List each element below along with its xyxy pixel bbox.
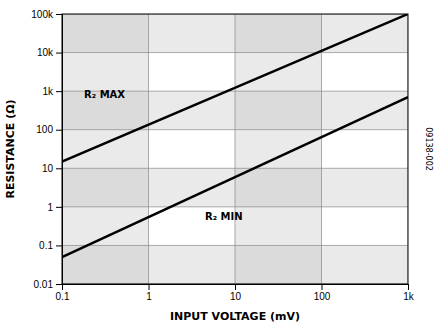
x-tick-mark bbox=[235, 284, 236, 290]
x-grid-line bbox=[235, 14, 236, 284]
x-tick-label: 0.1 bbox=[56, 291, 70, 302]
series-line bbox=[62, 14, 408, 161]
y-tick-label: 1 bbox=[47, 202, 53, 213]
y-tick-label: 100 bbox=[36, 124, 53, 135]
y-tick: 10 bbox=[42, 163, 62, 174]
y-tick: 0.1 bbox=[39, 240, 62, 251]
x-tick: 1k bbox=[403, 284, 415, 302]
y-tick: 1 bbox=[47, 202, 62, 213]
y-grid-line bbox=[62, 206, 408, 207]
y-tick-label: 10k bbox=[37, 47, 54, 58]
x-tick: 1 bbox=[146, 284, 152, 302]
x-tick: 10 bbox=[230, 284, 242, 302]
y-grid-line bbox=[62, 129, 408, 130]
x-grid-line bbox=[148, 14, 149, 284]
watermark: 09138-002 bbox=[424, 127, 433, 171]
plot-frame bbox=[62, 14, 408, 284]
x-tick-label: 10 bbox=[230, 291, 242, 302]
y-axis-label: RESISTANCE (Ω) bbox=[4, 99, 17, 198]
y-tick-label: 0.01 bbox=[34, 279, 54, 290]
y-axis: 0.01 0.1 1 10 100 1k 10k 100k bbox=[31, 9, 62, 290]
y-tick-mark bbox=[56, 168, 62, 169]
x-grid-line bbox=[321, 14, 322, 284]
y-tick-mark bbox=[56, 14, 62, 15]
x-tick-mark bbox=[408, 284, 409, 290]
x-axis: 0.1 1 10 100 1k bbox=[56, 284, 415, 302]
x-tick-label: 1 bbox=[146, 291, 152, 302]
series-line bbox=[62, 97, 408, 257]
x-band bbox=[62, 14, 149, 284]
x-tick: 100 bbox=[314, 284, 331, 302]
y-tick-label: 100k bbox=[31, 9, 54, 20]
y-tick-mark bbox=[56, 130, 62, 131]
x-tick-mark bbox=[322, 284, 323, 290]
y-tick-mark bbox=[56, 53, 62, 54]
y-tick: 10k bbox=[37, 47, 62, 58]
lines bbox=[62, 14, 408, 257]
y-tick-label: 0.1 bbox=[39, 240, 53, 251]
y-tick-label: 10 bbox=[42, 163, 54, 174]
y-tick-mark bbox=[56, 207, 62, 208]
x-tick-label: 1k bbox=[403, 291, 415, 302]
plot: 0.11101001k0.010.11101001k10k100kR₂ MAXR… bbox=[31, 9, 414, 302]
annotation: R₂ MAX bbox=[84, 89, 125, 100]
x-axis-line bbox=[63, 285, 409, 291]
y-tick-mark bbox=[56, 245, 62, 246]
y-tick: 100k bbox=[31, 9, 62, 20]
y-tick: 0.01 bbox=[34, 279, 62, 290]
y-tick-mark bbox=[56, 91, 62, 92]
x-axis-label: INPUT VOLTAGE (mV) bbox=[170, 310, 300, 323]
background bbox=[62, 14, 408, 284]
x-band bbox=[235, 14, 322, 284]
x-tick-label: 100 bbox=[314, 291, 331, 302]
x-tick: 0.1 bbox=[56, 284, 70, 302]
y-tick-label: 1k bbox=[42, 86, 54, 97]
y-grid-line bbox=[62, 245, 408, 246]
y-grid-line bbox=[62, 168, 408, 169]
y-tick-mark bbox=[56, 284, 62, 285]
chart: 0.11101001k0.010.11101001k10k100kR₂ MAXR… bbox=[0, 0, 434, 328]
annotation: R₂ MIN bbox=[205, 211, 243, 222]
y-grid-line bbox=[62, 52, 408, 53]
y-tick: 100 bbox=[36, 124, 62, 135]
y-tick: 1k bbox=[42, 86, 62, 97]
x-tick-mark bbox=[149, 284, 150, 290]
